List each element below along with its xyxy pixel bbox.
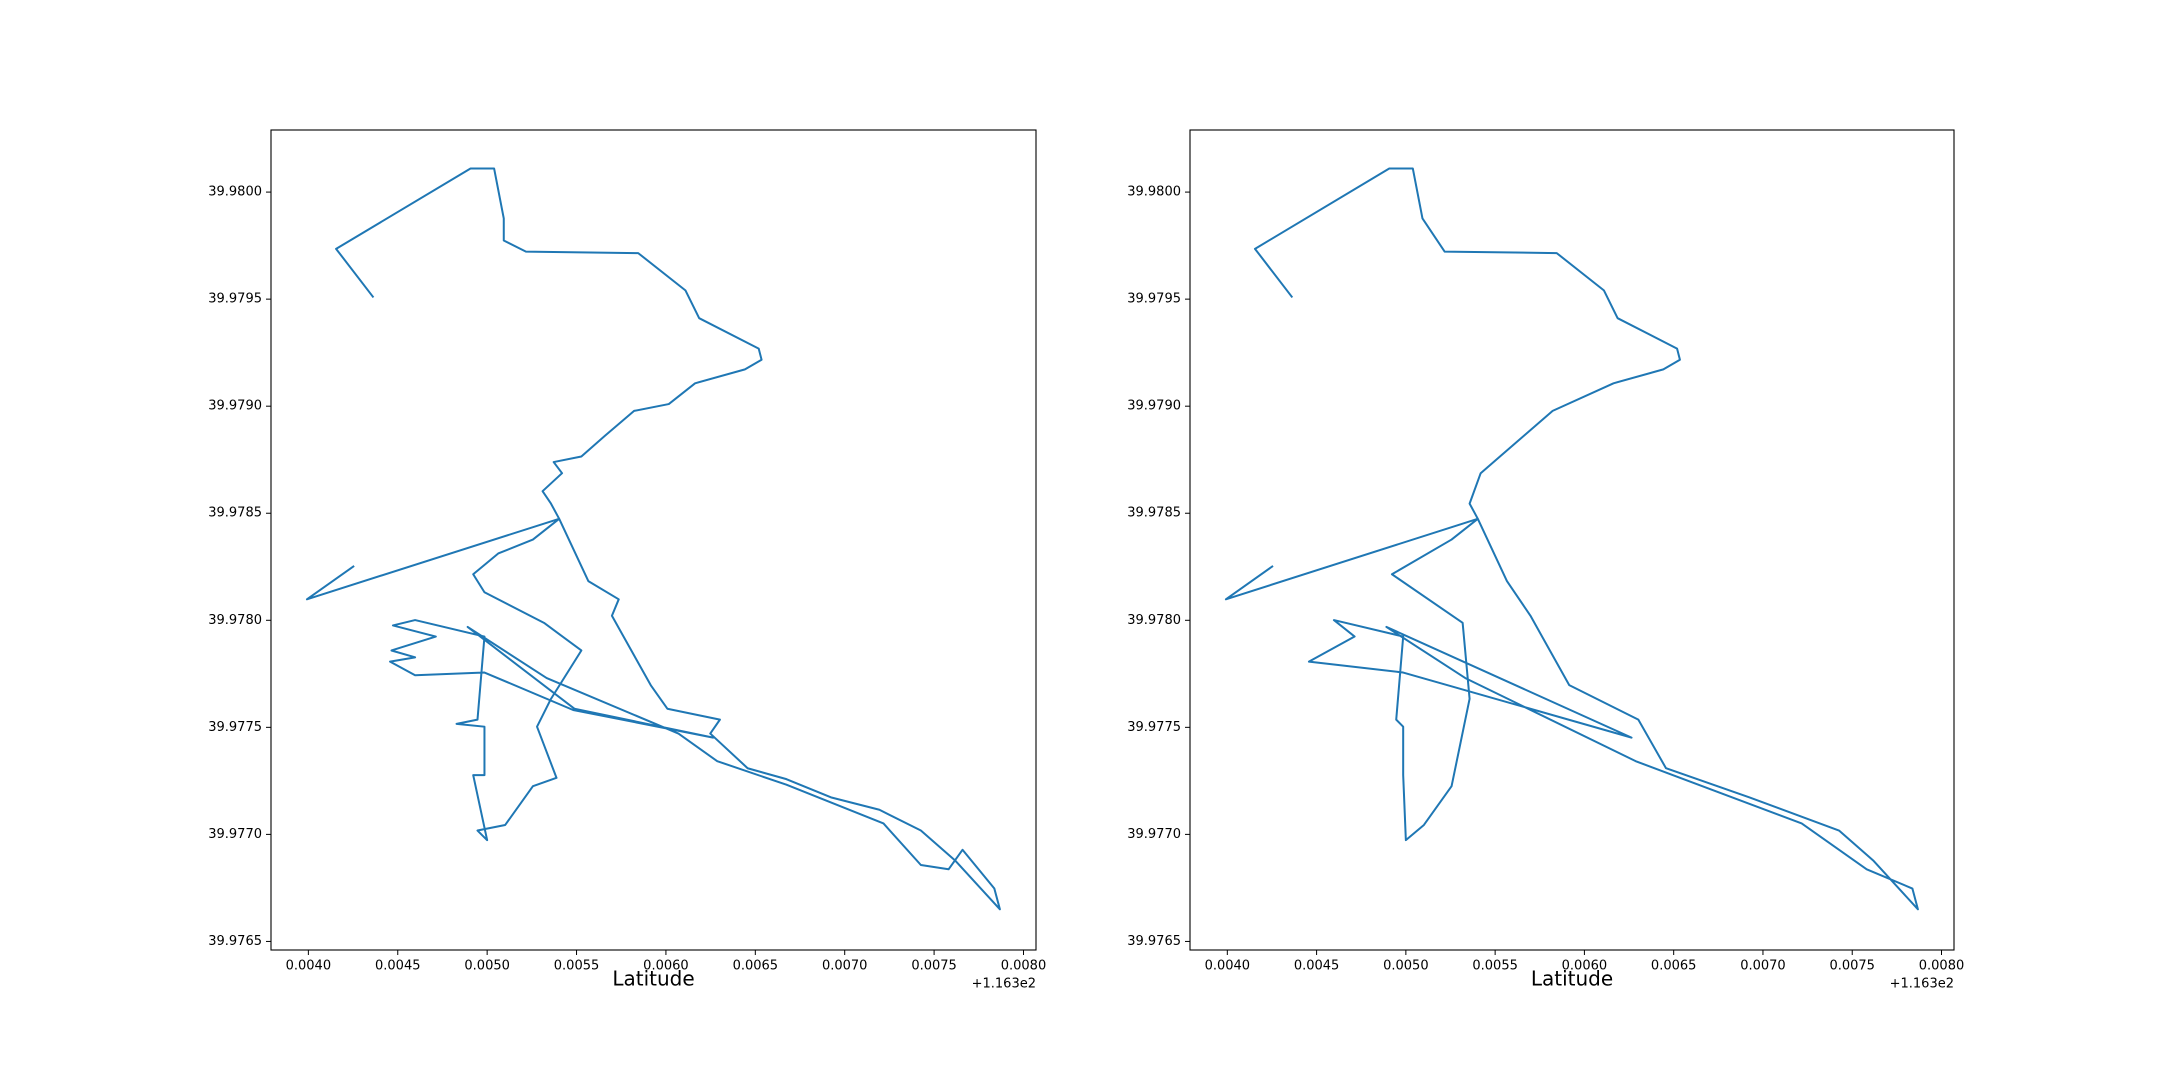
x-axis-label: Latitude bbox=[612, 967, 694, 991]
y-tick-label: 39.9765 bbox=[208, 934, 262, 949]
x-tick-label: 0.0050 bbox=[1383, 959, 1429, 974]
x-tick-label: 0.0055 bbox=[554, 959, 600, 974]
y-tick-label: 39.9795 bbox=[208, 292, 262, 307]
x-tick-label: 0.0050 bbox=[464, 959, 510, 974]
x-tick-label: 0.0080 bbox=[1919, 959, 1965, 974]
x-tick-label: 0.0045 bbox=[1294, 959, 1340, 974]
y-tick-label: 39.9770 bbox=[208, 827, 262, 842]
y-tick-label: 39.9775 bbox=[1127, 720, 1181, 735]
y-tick-label: 39.9800 bbox=[208, 185, 262, 200]
y-tick-label: 39.9795 bbox=[1127, 292, 1181, 307]
x-tick-label: 0.0040 bbox=[286, 959, 332, 974]
x-tick-label: 0.0080 bbox=[1001, 959, 1047, 974]
y-tick-label: 39.9785 bbox=[208, 506, 262, 521]
axes-frame bbox=[1189, 129, 1955, 951]
x-tick-label: 0.0070 bbox=[1740, 959, 1786, 974]
x-tick-label: 0.0040 bbox=[1205, 959, 1251, 974]
x-tick-label: 0.0065 bbox=[733, 959, 779, 974]
x-offset-text: +1.163e2 bbox=[972, 977, 1036, 992]
y-tick-label: 39.9770 bbox=[1127, 827, 1181, 842]
x-tick-label: 0.0065 bbox=[1651, 959, 1697, 974]
trace-line bbox=[1224, 167, 1919, 911]
y-tick-label: 39.9775 bbox=[208, 720, 262, 735]
x-tick-label: 0.0045 bbox=[375, 959, 421, 974]
x-tick-label: 0.0060 bbox=[643, 959, 689, 974]
y-tick-label: 39.9780 bbox=[208, 613, 262, 628]
y-tick-label: 39.9800 bbox=[1127, 185, 1181, 200]
axes-frame bbox=[270, 129, 1037, 951]
y-tick-label: 39.9765 bbox=[1127, 934, 1181, 949]
x-tick-label: 0.0055 bbox=[1472, 959, 1518, 974]
y-tick-label: 39.9780 bbox=[1127, 613, 1181, 628]
x-tick-label: 0.0060 bbox=[1562, 959, 1608, 974]
x-tick-label: 0.0075 bbox=[1829, 959, 1875, 974]
x-offset-text: +1.163e2 bbox=[1890, 977, 1954, 992]
y-tick-label: 39.9790 bbox=[208, 399, 262, 414]
y-tick-label: 39.9790 bbox=[1127, 399, 1181, 414]
trace-line bbox=[305, 167, 1001, 911]
y-tick-label: 39.9785 bbox=[1127, 506, 1181, 521]
x-tick-label: 0.0070 bbox=[822, 959, 868, 974]
x-tick-label: 0.0075 bbox=[911, 959, 957, 974]
x-axis-label: Latitude bbox=[1531, 967, 1613, 991]
